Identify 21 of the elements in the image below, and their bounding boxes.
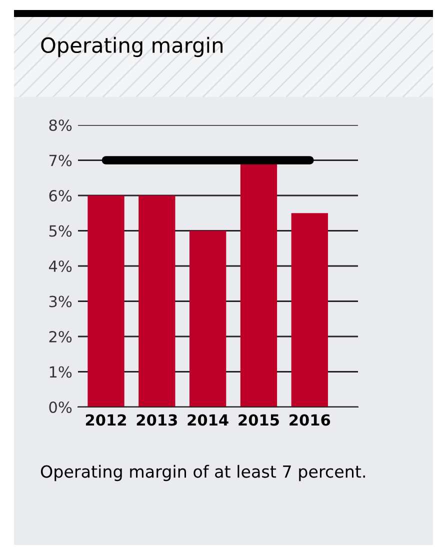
y-tick-label: 5%: [49, 225, 72, 237]
x-tick-label: 2012: [86, 414, 126, 426]
y-tick-label: 2%: [49, 330, 72, 343]
text: Operating margin of at least 7 percent.: [40, 464, 365, 482]
bar: [138, 196, 176, 407]
x-tick-label: 2016: [290, 414, 330, 426]
bar: [189, 230, 226, 407]
y-tick-label: 0%: [49, 401, 72, 414]
bar: [88, 196, 124, 407]
x-tick-label: 2013: [136, 414, 177, 426]
y-tick-label: 3%: [49, 296, 72, 308]
y-tick-label: 6%: [49, 190, 72, 202]
y-tick-label: 7%: [49, 154, 72, 166]
bar: [291, 213, 328, 407]
x-tick-label: 2014: [188, 414, 228, 426]
y-tick-label: 1%: [50, 366, 72, 378]
bar: [240, 164, 278, 407]
x-tick-label: 2015: [238, 414, 279, 426]
y-tick-label: 4%: [48, 260, 72, 272]
chart-title: Operating margin: [41, 36, 222, 58]
y-tick-label: 8%: [49, 119, 72, 132]
